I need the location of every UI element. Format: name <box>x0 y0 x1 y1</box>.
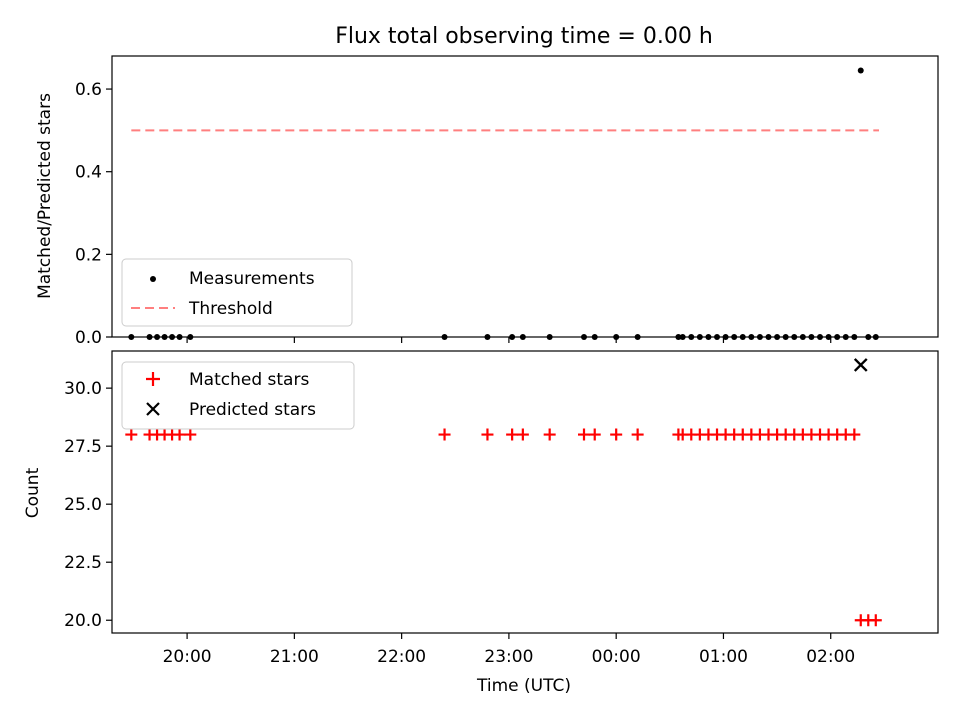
bottom-y-tick-label: 27.5 <box>64 437 102 457</box>
bottom-y-tick-label: 20.0 <box>64 611 102 631</box>
bottom-y-tick-label: 25.0 <box>64 495 102 515</box>
x-tick-label: 20:00 <box>163 647 212 667</box>
top-y-tick-label: 0.2 <box>75 245 102 265</box>
predicted-stars-point <box>853 358 868 372</box>
bottom-y-axis-label: Count <box>23 467 43 518</box>
threshold-legend-label: Threshold <box>188 299 273 319</box>
measurement-point <box>857 67 864 74</box>
matched-stars-point <box>516 428 529 441</box>
x-tick-label: 23:00 <box>484 647 533 667</box>
matched-stars-point <box>438 428 451 441</box>
matched-legend-marker <box>146 372 160 386</box>
x-tick-label: 22:00 <box>377 647 426 667</box>
top-legend-box <box>121 258 353 327</box>
matched-stars-point <box>869 614 882 627</box>
bottom-axes-frame <box>111 350 939 634</box>
top-y-axis-label: Matched/Predicted stars <box>35 93 55 299</box>
matched-stars-point <box>848 428 861 441</box>
top-axes-frame <box>111 55 939 338</box>
x-axis-label: Time (UTC) <box>476 676 571 696</box>
matched-stars-point <box>588 428 601 441</box>
measurements-legend-marker <box>150 276 156 282</box>
bottom-legend: Matched stars Predicted stars <box>121 361 355 430</box>
x-tick-label: 21:00 <box>270 647 319 667</box>
matched-stars-point <box>543 428 556 441</box>
x-tick-label: 02:00 <box>806 647 855 667</box>
bottom-y-tick-label: 30.0 <box>64 379 102 399</box>
matched-stars-point <box>173 428 186 441</box>
matched-stars-point <box>125 428 138 441</box>
chart-title: Flux total observing time = 0.00 h <box>335 24 713 49</box>
matched-stars-point <box>481 428 494 441</box>
matched-stars-point <box>631 428 644 441</box>
matched-stars-point <box>610 428 623 441</box>
matched-stars-point <box>184 428 197 441</box>
predicted-legend-marker <box>146 402 160 416</box>
top-y-tick-label: 0.6 <box>75 80 102 100</box>
bottom-legend-box <box>121 361 355 430</box>
measurements-legend-label: Measurements <box>189 269 315 289</box>
matched-stars-point <box>578 428 590 441</box>
x-tick-label: 01:00 <box>699 647 748 667</box>
bottom-y-tick-label: 22.5 <box>64 553 102 573</box>
predicted-legend-label: Predicted stars <box>189 400 316 420</box>
top-y-tick-label: 0.4 <box>75 163 102 183</box>
bottom-panel: 20.0 22.5 25.0 27.5 30.0 20:00 21:00 22:00 23:00… <box>64 358 882 667</box>
matched-stars-point <box>506 428 519 441</box>
x-tick-label: 00:00 <box>592 647 641 667</box>
top-legend: Measurements Threshold <box>121 258 353 327</box>
matched-legend-label: Matched stars <box>189 370 309 390</box>
top-y-tick-label: 0.0 <box>75 328 102 348</box>
